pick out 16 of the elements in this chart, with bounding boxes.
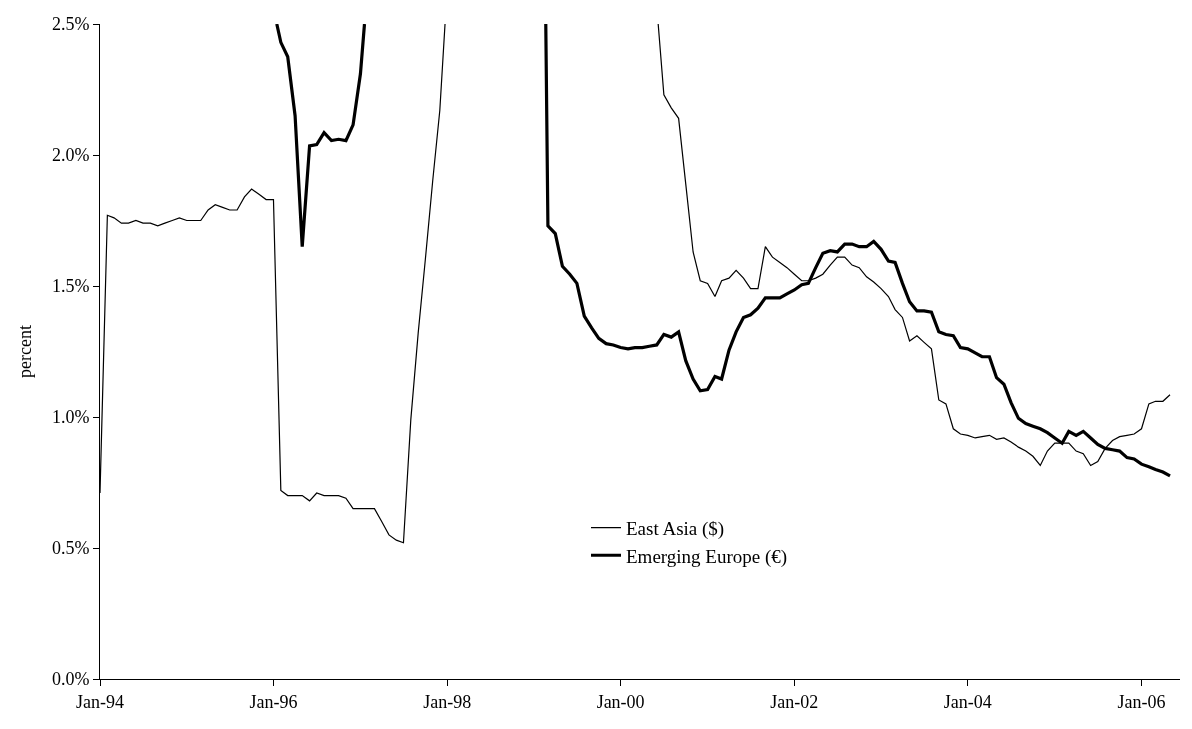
y-tick-label: 1.0% <box>51 407 90 428</box>
x-tick-label: Jan-98 <box>423 691 472 712</box>
x-tick-label: Jan-06 <box>1117 691 1166 712</box>
x-tick-label: Jan-96 <box>249 691 298 712</box>
y-tick-label: 1.5% <box>51 276 90 297</box>
y-tick-label: 0.5% <box>51 538 90 559</box>
x-tick-label: Jan-04 <box>943 691 992 712</box>
y-tick-label: 2.5% <box>51 14 90 35</box>
y-tick-label: 0.0% <box>51 669 90 690</box>
x-tick-label: Jan-02 <box>770 691 819 712</box>
y-tick-label: 2.0% <box>51 145 90 166</box>
legend-label: Emerging Europe (€) <box>626 545 788 568</box>
legend-label: East Asia ($) <box>626 517 725 540</box>
y-axis-title: percent <box>15 325 36 378</box>
x-tick-label: Jan-00 <box>596 691 645 712</box>
x-tick-label: Jan-94 <box>76 691 124 712</box>
